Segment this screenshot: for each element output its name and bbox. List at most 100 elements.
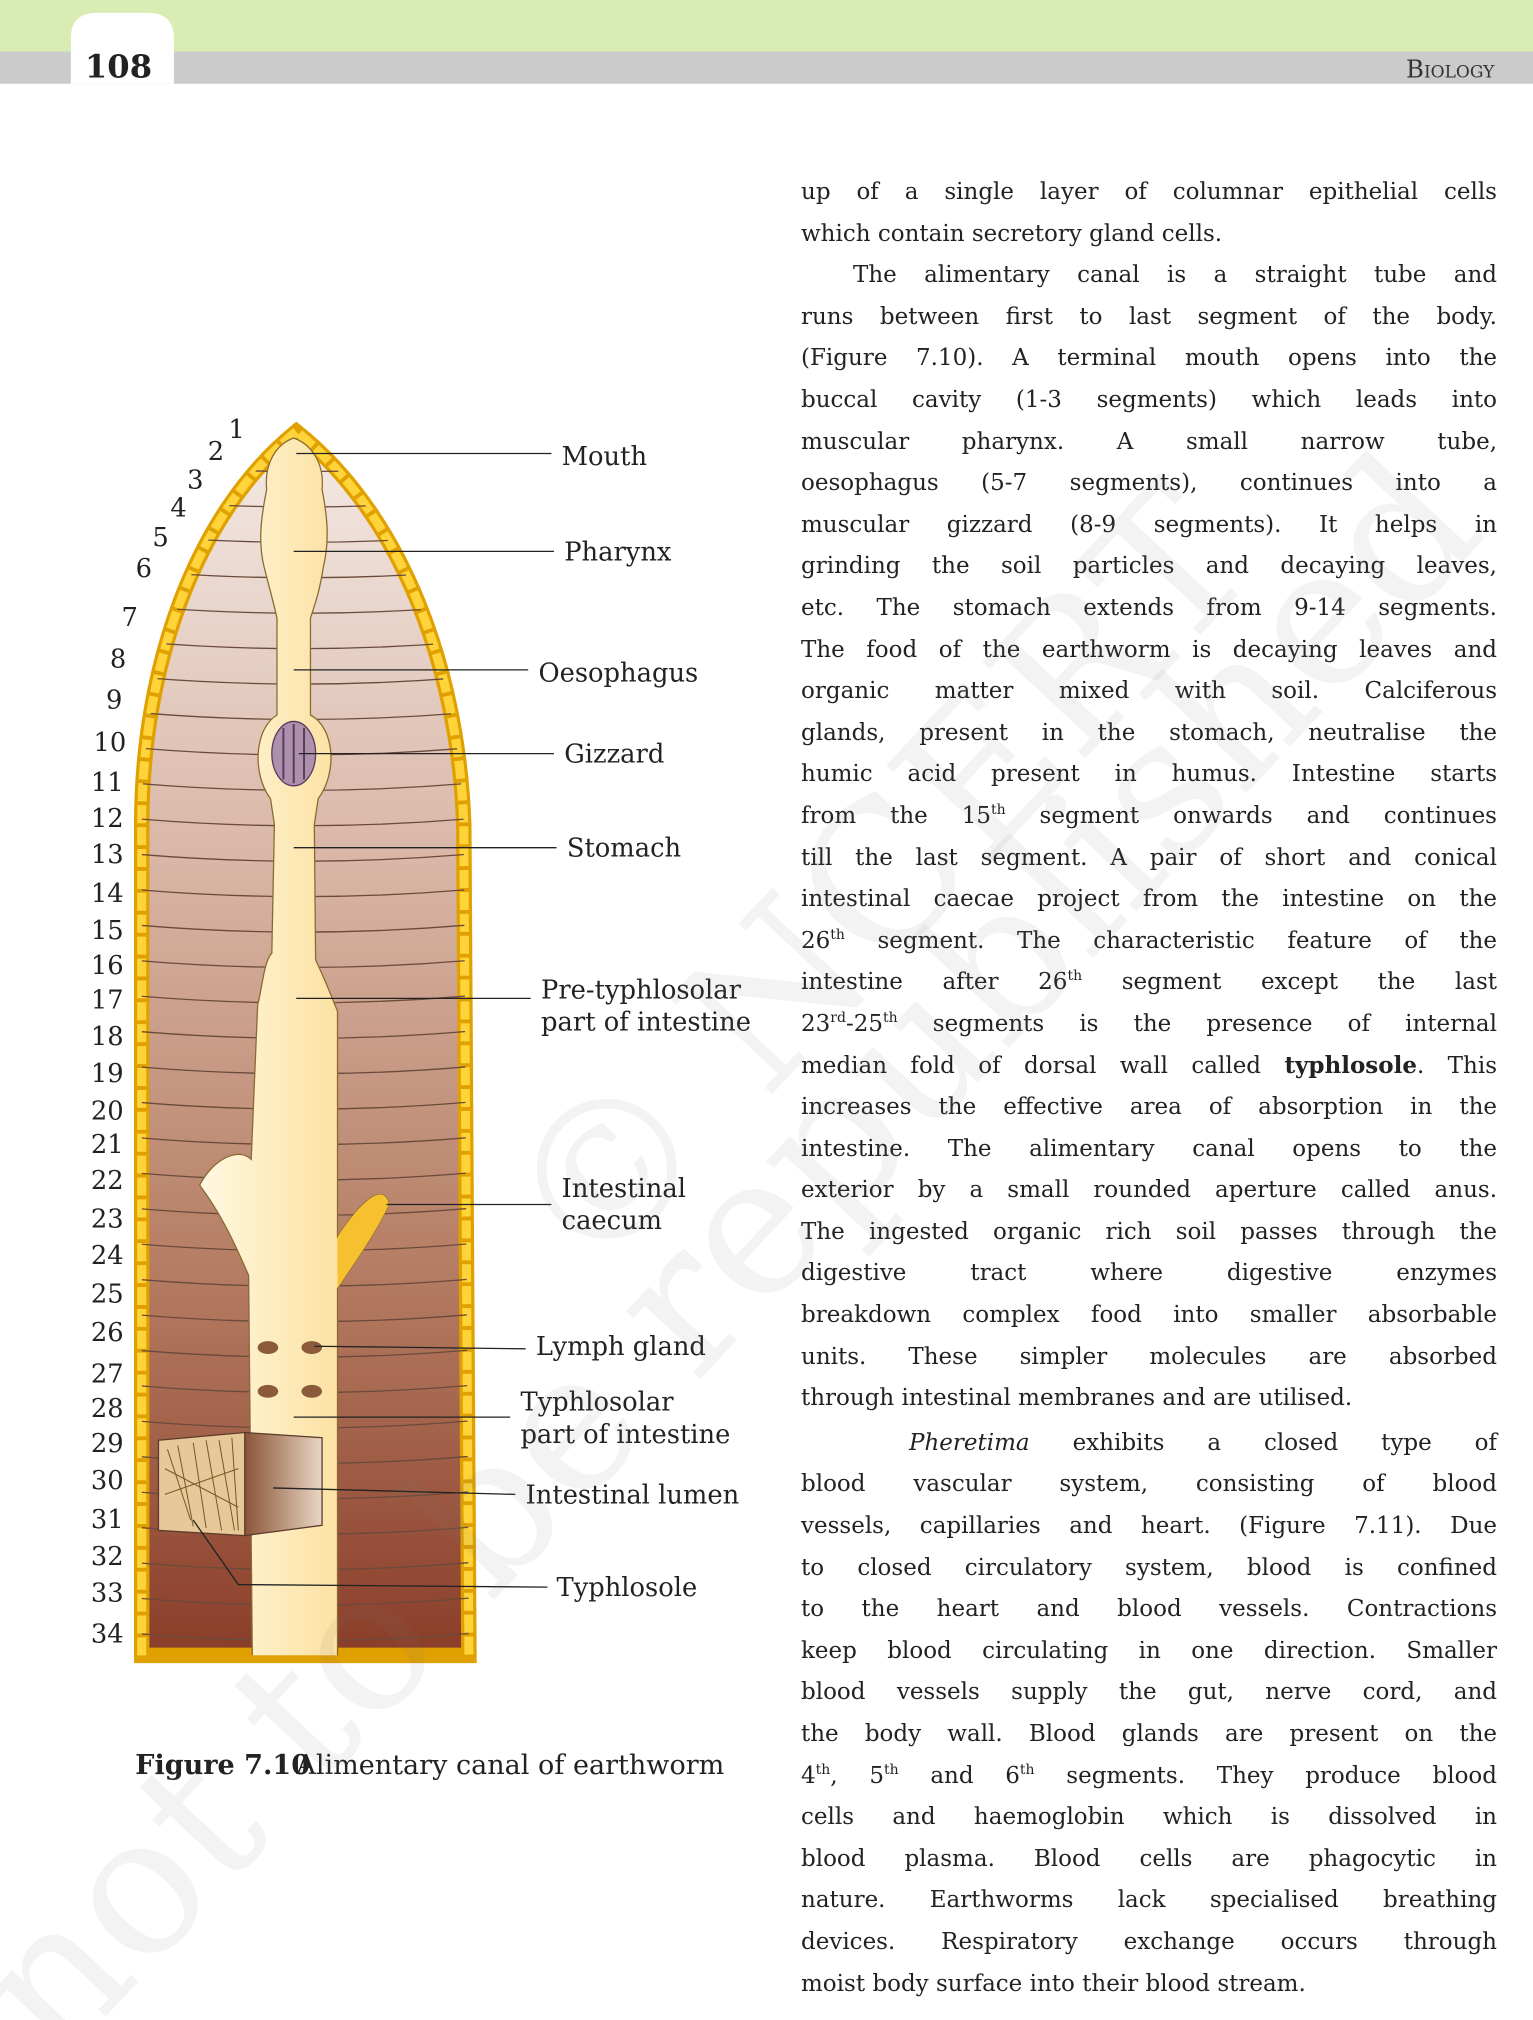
text-run: increases the effective area of absorpti… [801, 1094, 1497, 1121]
segment-number: 16 [91, 951, 124, 981]
segment-number: 25 [91, 1279, 124, 1309]
lymph-gland [257, 1341, 279, 1354]
text-line: digestive tract where digestive enzymes [801, 1253, 1497, 1295]
typhlosole-fibres [164, 1437, 239, 1531]
segment-number: 10 [93, 728, 126, 758]
text-line: intestine. The alimentary canal opens to… [801, 1129, 1497, 1171]
text-run: muscular gizzard (8-9 segments). It help… [801, 511, 1497, 538]
superscript: th [990, 801, 1006, 818]
figure-label: Typhlosolar [520, 1388, 674, 1418]
text-line: grinding the soil particles and decaying… [801, 546, 1497, 588]
figure-label: caecum [562, 1206, 662, 1236]
segment-number: 4 [170, 494, 186, 524]
text-line: The ingested organic rich soil passes th… [801, 1212, 1497, 1254]
text-line: Pheretima exhibits a closed type of [801, 1423, 1497, 1465]
segment-number: 5 [152, 523, 168, 553]
gut [157, 437, 390, 1656]
text-run: grinding the soil particles and decaying… [801, 553, 1497, 580]
text-line: till the last segment. A pair of short a… [801, 838, 1497, 880]
segment-number: 18 [91, 1022, 124, 1052]
text-line: to the heart and blood vessels. Contract… [801, 1589, 1497, 1631]
bold-term: typhlosole [1284, 1052, 1417, 1080]
figure-label: Lymph gland [536, 1332, 706, 1362]
text-run: the body wall. Blood glands are present … [801, 1720, 1497, 1747]
text-run: exterior by a small rounded aperture cal… [801, 1177, 1497, 1204]
segment-number: 1 [228, 415, 244, 445]
segment-number: 21 [91, 1130, 124, 1160]
text-line: humic acid present in humus. Intestine s… [801, 754, 1497, 796]
segment-number: 17 [91, 986, 124, 1016]
text-line: 23rd-25th segments is the presence of in… [801, 1004, 1497, 1046]
segment-number: 24 [91, 1241, 124, 1271]
text-run: The alimentary canal is a straight tube … [853, 262, 1497, 289]
paragraph: The alimentary canal is a straight tube … [801, 255, 1497, 1420]
figure-label: part of intestine [520, 1420, 730, 1450]
text-run: etc. The stomach extends from 9-14 segme… [801, 594, 1497, 621]
text-run: buccal cavity (1-3 segments) which leads… [801, 386, 1497, 413]
text-run: nature. Earthworms lack specialised brea… [801, 1887, 1497, 1914]
text-run: units. These simpler molecules are absor… [801, 1343, 1497, 1370]
text-run: muscular pharynx. A small narrow tube, [801, 428, 1497, 455]
text-run: to closed circulatory system, blood is c… [801, 1554, 1497, 1581]
figure-label: Typhlosole [557, 1573, 698, 1603]
text-run: oesophagus (5-7 segments), continues int… [801, 470, 1497, 497]
figure-label: part of intestine [541, 1008, 751, 1038]
text-run: segment onwards and continues [1005, 802, 1497, 829]
segment-number: 33 [91, 1578, 124, 1608]
text-line: runs between first to last segment of th… [801, 297, 1497, 339]
text-line: intestine after 26th segment except the … [801, 962, 1497, 1004]
figure-label: Gizzard [564, 740, 664, 770]
text-line: keep blood circulating in one direction.… [801, 1631, 1497, 1673]
segment-number: 19 [91, 1059, 124, 1089]
text-line: intestinal caecae project from the intes… [801, 879, 1497, 921]
text-line: The alimentary canal is a straight tube … [801, 255, 1497, 297]
header-bar [0, 51, 1533, 84]
text-line: the body wall. Blood glands are present … [801, 1714, 1497, 1756]
text-line: from the 15th segment onwards and contin… [801, 796, 1497, 838]
text-run: breakdown complex food into smaller abso… [801, 1302, 1497, 1329]
text-run: 4 [801, 1762, 816, 1789]
text-run: segment except the last [1082, 969, 1498, 996]
text-line: which contain secretory gland cells. [801, 214, 1497, 256]
text-line: increases the effective area of absorpti… [801, 1087, 1497, 1129]
text-run: moist body surface into their blood stre… [801, 1970, 1306, 1997]
text-line: etc. The stomach extends from 9-14 segme… [801, 588, 1497, 630]
figure-caption: Alimentary canal of earthworm [295, 1750, 724, 1781]
text-run: 23 [801, 1010, 831, 1037]
superscript: th [882, 1009, 898, 1026]
text-line: muscular pharynx. A small narrow tube, [801, 422, 1497, 464]
segment-number: 29 [91, 1429, 124, 1459]
text-run: segment. The characteristic feature of t… [844, 927, 1497, 954]
text-run: blood vessels supply the gut, nerve cord… [801, 1679, 1497, 1706]
paragraph: Pheretima exhibits a closed type of blood… [801, 1423, 1497, 2005]
segment-number: 2 [208, 437, 224, 467]
text-line: The food of the earthworm is decaying le… [801, 630, 1497, 672]
segment-number: 12 [91, 804, 124, 834]
segment-number: 7 [121, 603, 137, 633]
text-run: through intestinal membranes and are uti… [801, 1385, 1353, 1412]
text-line: units. These simpler molecules are absor… [801, 1337, 1497, 1379]
text-line: muscular gizzard (8-9 segments). It help… [801, 505, 1497, 547]
segment-number: 26 [91, 1318, 124, 1348]
text-run: intestine. The alimentary canal opens to… [801, 1135, 1497, 1162]
text-run: runs between first to last segment of th… [801, 303, 1497, 330]
segment-number: 30 [91, 1466, 124, 1496]
segment-number: 14 [91, 879, 124, 909]
segment-number: 13 [91, 840, 124, 870]
caecum-right [337, 1194, 390, 1289]
text-line: buccal cavity (1-3 segments) which leads… [801, 380, 1497, 422]
text-line: blood plasma. Blood cells are phagocytic… [801, 1839, 1497, 1881]
text-run: keep blood circulating in one direction.… [801, 1637, 1497, 1664]
segment-number: 8 [110, 644, 126, 674]
italic-term: Pheretima [909, 1429, 1030, 1456]
leader-line [192, 1519, 548, 1588]
text-run: The ingested organic rich soil passes th… [801, 1218, 1497, 1245]
text-run: up of a single layer of columnar epithel… [801, 179, 1497, 205]
segment-number: 11 [91, 768, 124, 798]
text-run: to the heart and blood vessels. Contract… [801, 1596, 1497, 1623]
figure-label: Intestinal [562, 1174, 686, 1204]
superscript: th [815, 1761, 831, 1778]
text-run: intestinal caecae project from the intes… [801, 886, 1497, 913]
text-run: cells and haemoglobin which is dissolved… [801, 1804, 1497, 1831]
